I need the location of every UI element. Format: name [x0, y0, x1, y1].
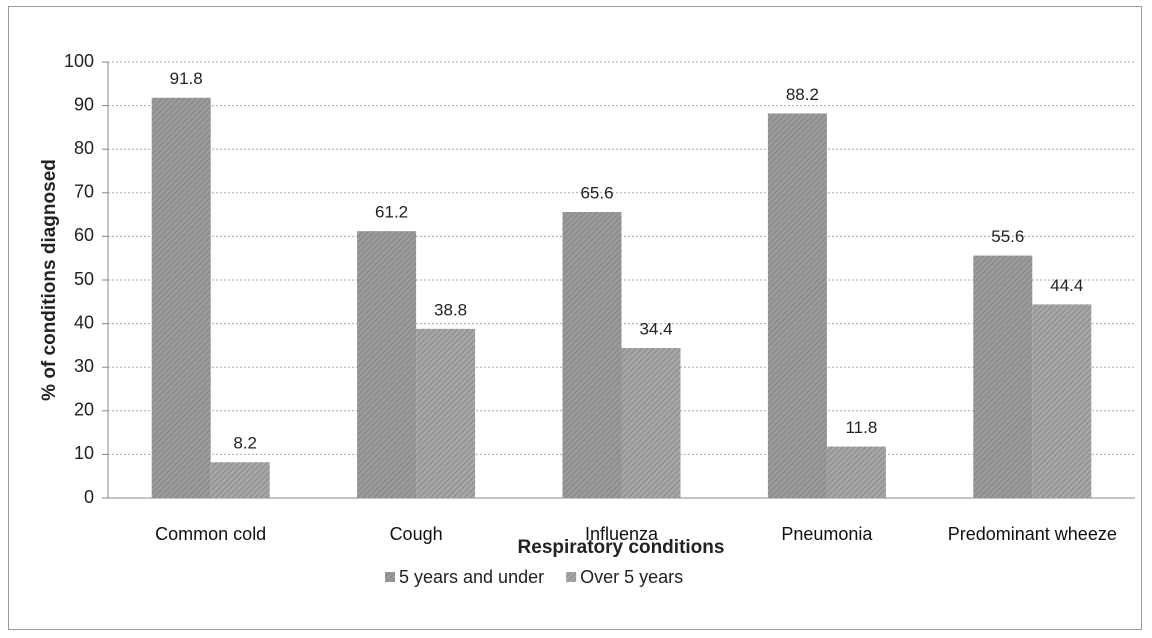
y-tick-label: 80 [74, 138, 94, 158]
data-label: 44.4 [1050, 276, 1083, 295]
chart-border [8, 6, 1142, 630]
y-tick-label: 0 [84, 487, 94, 507]
bar [210, 462, 270, 498]
y-tick-label: 10 [74, 443, 94, 463]
data-label: 91.8 [170, 69, 203, 88]
x-axis-title: Respiratory conditions [518, 537, 725, 558]
bar [826, 446, 886, 498]
y-tick-label: 30 [74, 356, 94, 376]
data-label: 8.2 [233, 434, 257, 453]
legend-label: 5 years and under [399, 567, 544, 587]
bar [562, 211, 622, 498]
bar [767, 113, 827, 498]
x-tick-label: Common cold [155, 524, 267, 544]
y-tick-label: 90 [74, 94, 94, 114]
bar [1032, 304, 1092, 498]
data-label: 34.4 [639, 320, 672, 339]
bar [621, 348, 681, 498]
y-tick-label: 100 [64, 51, 94, 71]
legend-swatch [566, 572, 577, 582]
y-tick-label: 40 [74, 312, 94, 332]
y-tick-label: 60 [74, 225, 94, 245]
data-label: 11.8 [845, 418, 877, 437]
data-label: 88.2 [786, 85, 819, 104]
y-axis-title: % of conditions diagnosed [39, 159, 60, 401]
bar [151, 97, 211, 498]
x-tick-label: Predominant wheeze [947, 524, 1117, 544]
data-label: 38.8 [434, 300, 467, 319]
y-tick-label: 50 [74, 269, 94, 289]
data-label: 61.2 [375, 203, 408, 222]
y-tick-label: 20 [74, 400, 94, 420]
y-tick-label: 70 [74, 182, 94, 202]
x-tick-label: Pneumonia [781, 524, 873, 544]
x-tick-label: Cough [389, 524, 443, 544]
data-label: 65.6 [580, 183, 613, 202]
legend-label: Over 5 years [580, 567, 683, 587]
x-tick-label: Influenza [584, 524, 659, 544]
bar [357, 231, 417, 498]
bar [973, 255, 1033, 498]
data-label: 55.6 [991, 227, 1024, 246]
legend-swatch [385, 572, 395, 582]
bar [416, 328, 476, 498]
